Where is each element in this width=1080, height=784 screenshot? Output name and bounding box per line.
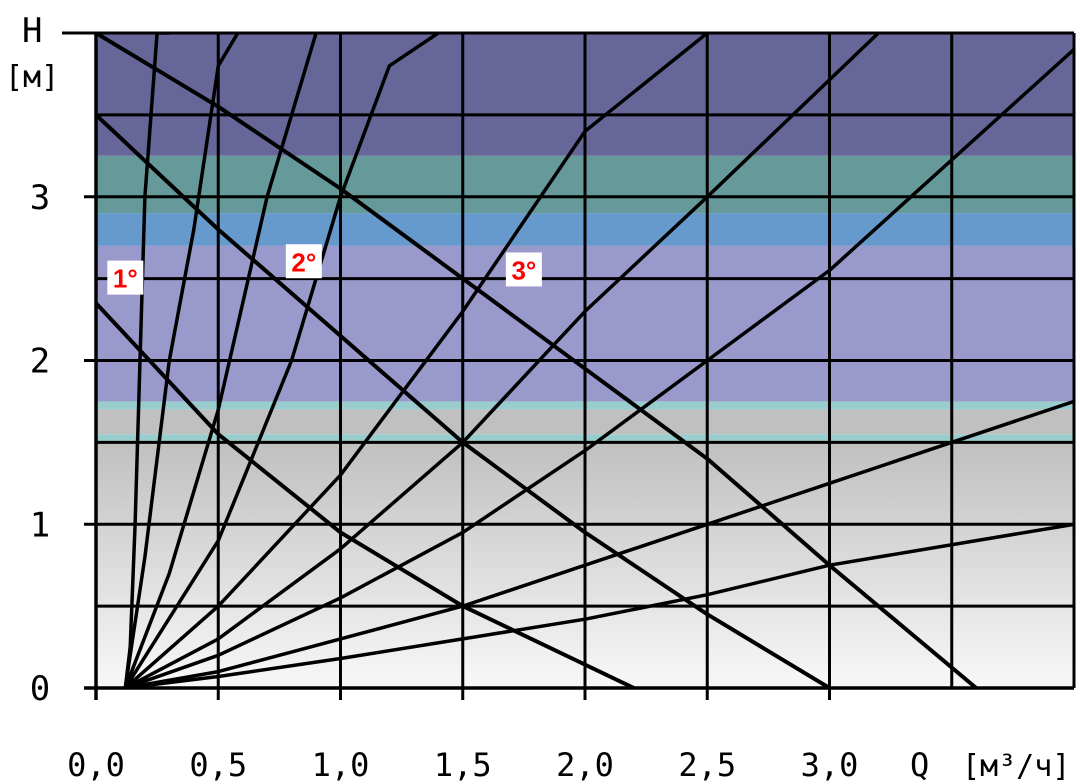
x-axis-unit: [м³/ч]	[962, 749, 1070, 784]
y-tick-label: 0	[30, 669, 50, 709]
pump-curve-2	[96, 112, 832, 688]
x-tick-label: 3,0	[801, 746, 859, 784]
curve-label-1: 1°	[107, 260, 144, 295]
curve-label-text: 2°	[291, 247, 316, 277]
curves	[96, 33, 1074, 688]
x-tick-label: 0,0	[67, 746, 125, 784]
pump-curve-3	[96, 33, 979, 688]
x-axis-symbol: Q	[910, 746, 929, 784]
grid	[94, 31, 1076, 690]
system-curve-8	[123, 399, 1074, 688]
system-curve-5	[123, 33, 710, 688]
y-axis-symbol: H	[22, 11, 42, 51]
system-curve-3	[123, 33, 318, 688]
curve-label-text: 3°	[511, 255, 536, 285]
x-tick-label: 2,5	[678, 746, 736, 784]
x-tick-label: 1,0	[312, 746, 370, 784]
system-curve-2	[123, 33, 240, 688]
curve-label-box	[285, 244, 322, 279]
system-curve-9	[123, 522, 1074, 688]
y-axis-unit: [м]	[5, 60, 59, 95]
y-tick-label: 3	[30, 178, 50, 218]
x-tick-label: 2,0	[556, 746, 614, 784]
curve-label-box	[107, 260, 144, 295]
curve-label-text: 1°	[113, 264, 138, 294]
curve-label-box	[505, 252, 542, 287]
curve-label-3: 3°	[505, 252, 542, 287]
x-tick-label: 1,5	[434, 746, 492, 784]
y-tick-label: 1	[30, 505, 50, 545]
pump-curve-1	[96, 301, 636, 688]
axes: 0 1 2 3 0,0 0,5 1,0 1,5 2,0 2,5 3,0	[30, 31, 1074, 784]
y-axis-title: H [м]	[5, 11, 59, 95]
curve-labels: 1° 2° 3°	[107, 244, 542, 295]
curve-label-2: 2°	[285, 244, 322, 279]
x-tick-label: 0,5	[189, 746, 247, 784]
x-axis-title: Q [м³/ч]	[910, 746, 1070, 784]
y-tick-label: 2	[30, 342, 50, 382]
system-curve-4	[123, 33, 441, 688]
system-curve-7	[123, 47, 1074, 688]
